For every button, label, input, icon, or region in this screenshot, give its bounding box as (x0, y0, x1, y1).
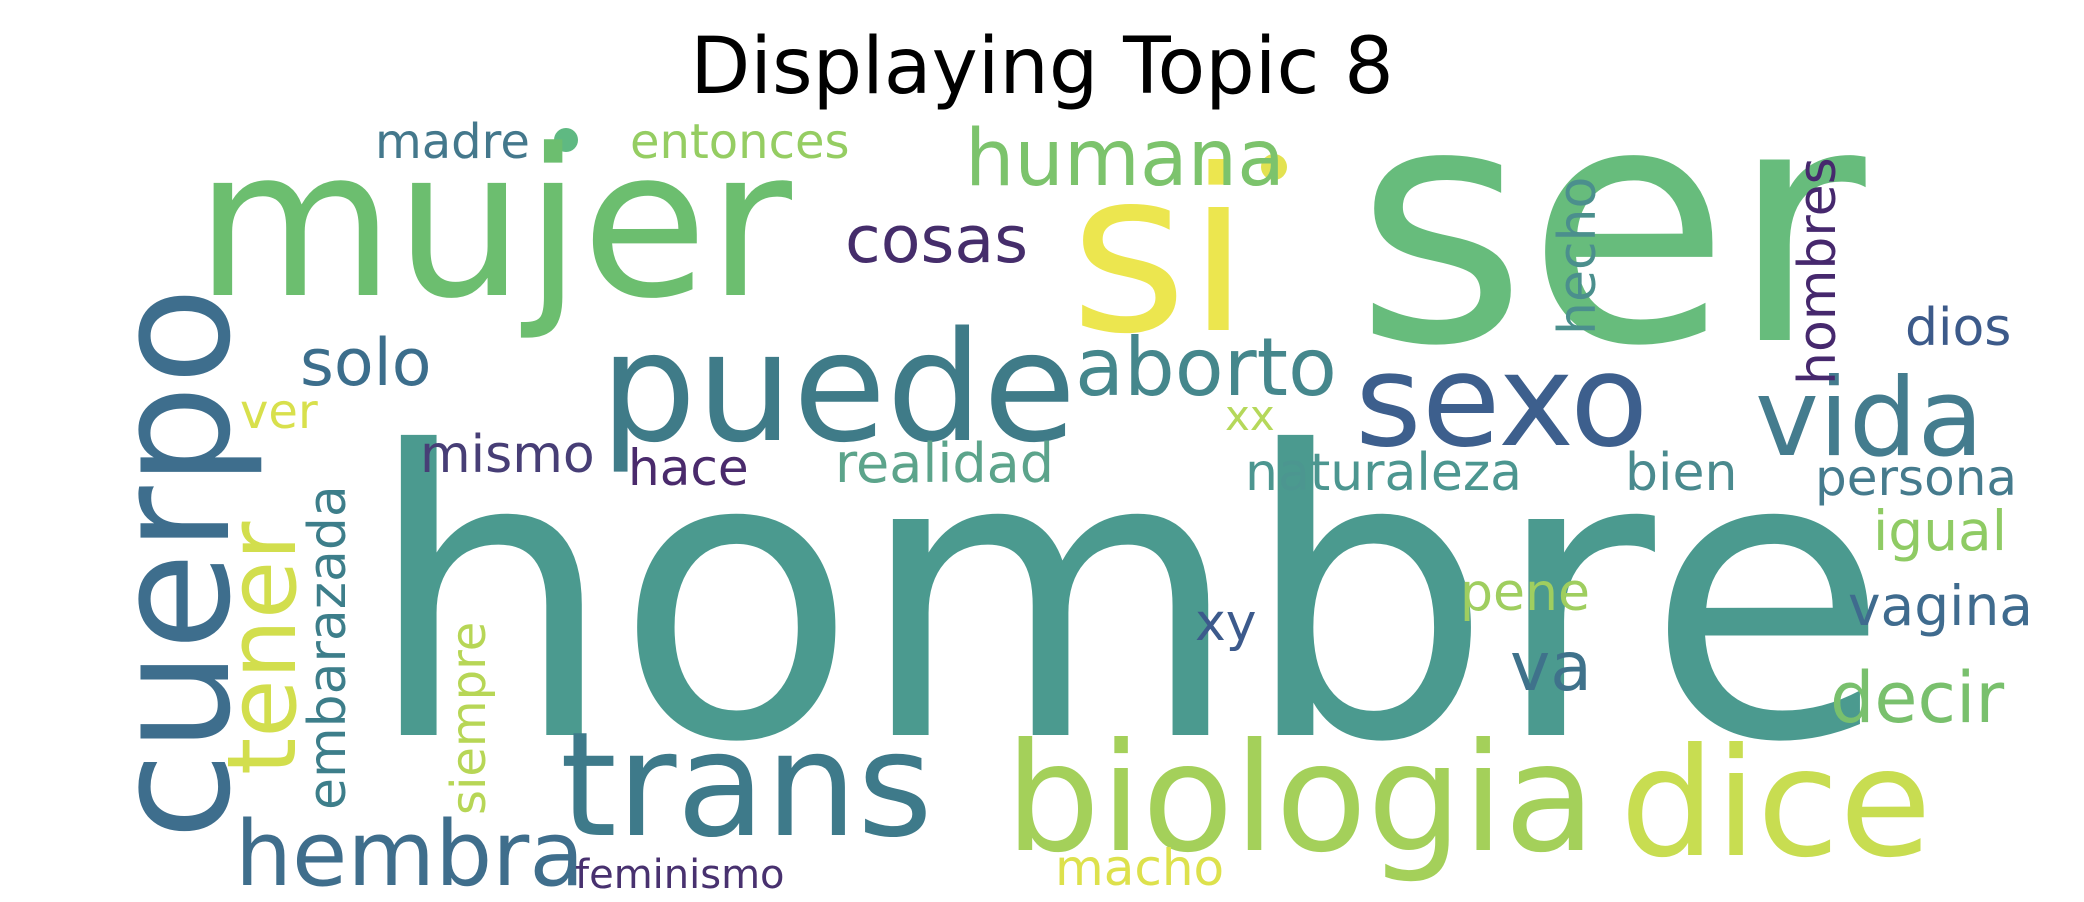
word-entonces: entonces (630, 114, 850, 170)
word-macho: macho (1055, 839, 1224, 897)
word-hembra: hembra (235, 802, 584, 902)
word-vagina: vagina (1848, 574, 2033, 638)
word-naturaleza: naturaleza (1245, 443, 1522, 503)
word-persona: persona (1815, 449, 2017, 507)
word-sexo: sexo (1355, 327, 1648, 476)
word-vida: vida (1755, 356, 1984, 481)
decorative-dot (554, 128, 578, 152)
word-si: si (1070, 122, 1250, 384)
word-cosas: cosas (845, 203, 1028, 278)
word-bien: bien (1625, 443, 1737, 503)
word-cuerpo: cuerpo (79, 287, 266, 840)
word-humana: humana (965, 114, 1285, 204)
word-ser: ser (1355, 34, 1869, 418)
word-siempre: siempre (441, 622, 497, 815)
word-tener: tener (208, 521, 318, 775)
word-puede: puede (600, 299, 1076, 476)
word-hace: hace (628, 439, 749, 497)
word-mujer: mujer (195, 106, 793, 344)
word-hecho: hecho (1548, 177, 1608, 335)
word-trans: trans (560, 701, 933, 870)
word-realidad: realidad (835, 432, 1054, 495)
word-solo: solo (300, 326, 431, 401)
word-igual: igual (1873, 499, 2007, 563)
word-dice: dice (1620, 717, 1932, 891)
decorative-dot (1261, 154, 1287, 180)
chart-title: Displaying Topic 8 (690, 22, 1394, 112)
word-dios: dios (1905, 298, 2011, 358)
word-va: va (1510, 628, 1592, 707)
word-madre: madre (375, 114, 530, 170)
word-feminismo: feminismo (575, 852, 785, 898)
word-pene: pene (1460, 563, 1590, 623)
word-hombres: hombres (1788, 157, 1848, 385)
word-embarazada: embarazada (298, 485, 358, 810)
word-decir: decir (1830, 657, 2004, 739)
word-mismo: mismo (420, 425, 595, 485)
word-hombre: hombre (365, 369, 1889, 829)
word-xx: xx (1225, 391, 1275, 440)
word-ver: ver (240, 384, 318, 440)
word-xy: xy (1195, 593, 1257, 653)
word-aborto: aborto (1075, 321, 1337, 414)
word-biologia: biologia (1005, 712, 1596, 886)
